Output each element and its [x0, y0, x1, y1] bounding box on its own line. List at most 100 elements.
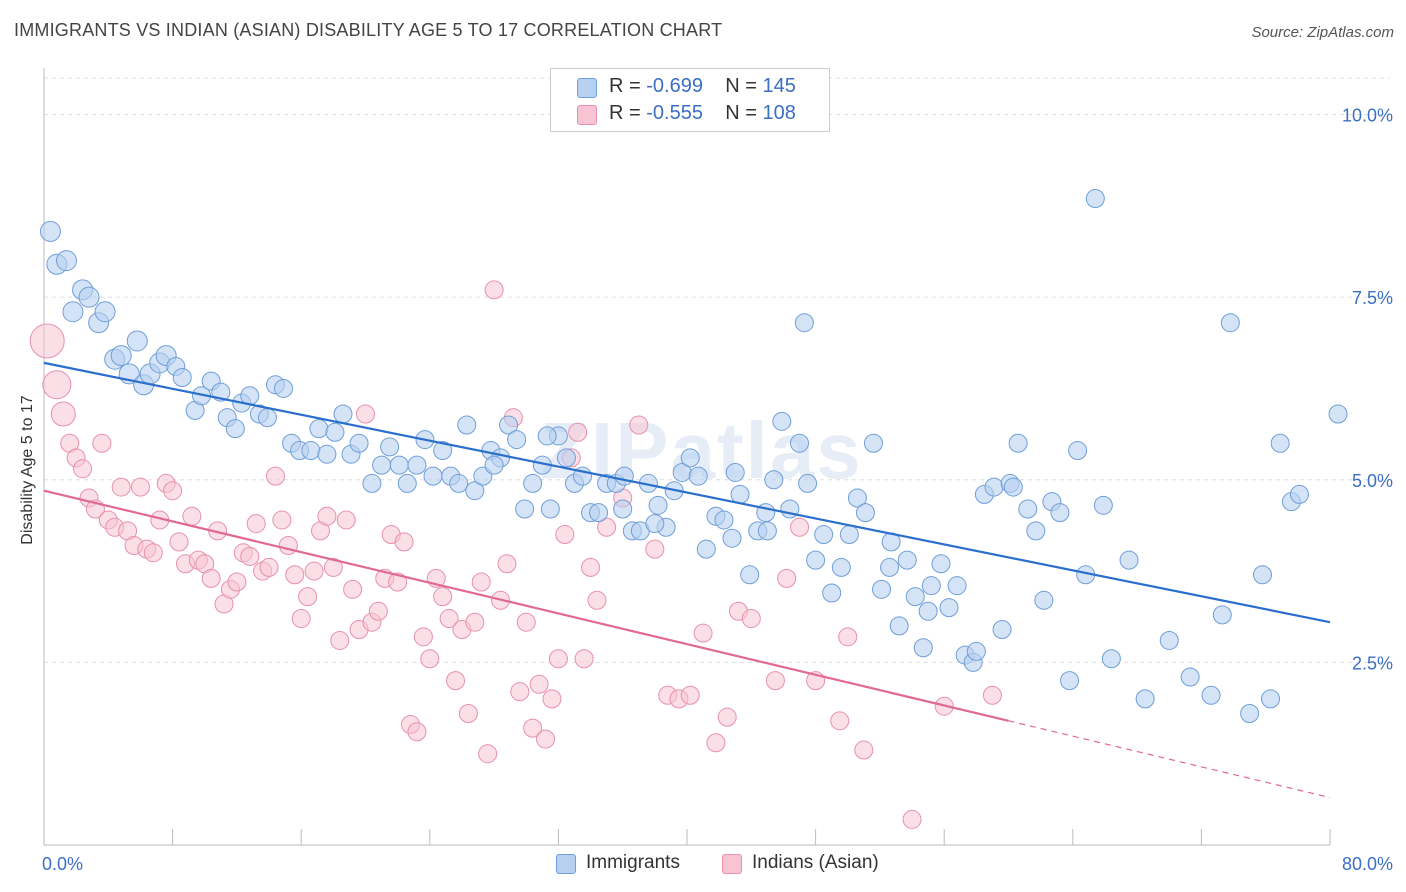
- indians-point: [777, 568, 797, 588]
- immigrants-point: [839, 525, 859, 545]
- indians-point: [542, 689, 562, 709]
- indians-point: [838, 627, 858, 647]
- immigrants-point: [484, 455, 504, 475]
- stats-legend: R = -0.699 N = 145 R = -0.555 N = 108: [550, 68, 830, 132]
- indians-point: [790, 517, 810, 537]
- indians-point: [42, 370, 72, 400]
- immigrants-point: [407, 455, 427, 475]
- indians-point: [484, 280, 504, 300]
- indians-legend-label: Indians (Asian): [752, 852, 879, 873]
- indians-point: [73, 459, 93, 479]
- immigrants-point: [1008, 433, 1028, 453]
- immigrants-point: [110, 345, 132, 367]
- indians-point: [304, 561, 324, 581]
- immigrants-point: [722, 528, 742, 548]
- immigrants-point: [645, 514, 665, 534]
- indians-point: [227, 572, 247, 592]
- immigrants-point: [1270, 433, 1290, 453]
- immigrants-points: [39, 189, 1348, 724]
- immigrants-point: [1328, 404, 1348, 424]
- indians-point: [336, 510, 356, 530]
- indians-point: [433, 587, 453, 607]
- immigrants-point: [589, 503, 609, 523]
- immigrants-point: [309, 419, 329, 439]
- immigrants-point: [515, 499, 535, 519]
- immigrants-point: [1018, 499, 1038, 519]
- y-tick-label: 10.0%: [1342, 106, 1393, 126]
- immigrants-point: [613, 499, 633, 519]
- immigrants-point: [465, 481, 485, 501]
- indians-point: [516, 612, 536, 632]
- indians-point: [446, 671, 466, 691]
- immigrants-point: [397, 473, 417, 493]
- immigrants-point: [822, 583, 842, 603]
- indians-point: [169, 532, 189, 552]
- indians-point: [259, 557, 279, 577]
- chart-title: IMMIGRANTS VS INDIAN (ASIAN) DISABILITY …: [14, 20, 723, 40]
- immigrants-point: [126, 330, 148, 352]
- immigrants-point: [1003, 477, 1023, 497]
- source-label: Source: ZipAtlas.com: [1251, 24, 1394, 41]
- immigrants-point: [798, 473, 818, 493]
- indians-point: [413, 627, 433, 647]
- indians-point: [50, 401, 76, 427]
- immigrants-point: [333, 404, 353, 424]
- indians-point: [478, 744, 498, 764]
- indians-point: [741, 609, 761, 629]
- immigrants-point: [648, 495, 668, 515]
- immigrants-point: [423, 466, 443, 486]
- immigrants-point: [301, 441, 321, 461]
- immigrants-point: [913, 638, 933, 658]
- indians-point: [706, 733, 726, 753]
- immigrants-point: [714, 510, 734, 530]
- immigrants-point: [257, 408, 277, 428]
- immigrants-point: [863, 433, 883, 453]
- immigrants-point: [725, 462, 745, 482]
- indians-point: [323, 557, 343, 577]
- indians-point: [458, 704, 478, 724]
- indians-swatch: [577, 105, 597, 125]
- immigrants-point: [1135, 689, 1155, 709]
- immigrants-point: [966, 641, 986, 661]
- immigrants-point: [433, 441, 453, 461]
- indians-point: [278, 536, 298, 556]
- indians-point: [555, 525, 575, 545]
- immigrants-point: [457, 415, 477, 435]
- immigrants-point: [790, 433, 810, 453]
- immigrants-point: [507, 430, 527, 450]
- immigrants-point: [889, 616, 909, 636]
- indians-point: [130, 477, 150, 497]
- immigrants-point: [39, 220, 61, 242]
- trend-lines: [43, 361, 1331, 799]
- immigrants-point: [931, 554, 951, 574]
- immigrants-swatch: [577, 78, 597, 98]
- indians-point: [587, 590, 607, 610]
- indians-point: [902, 809, 922, 829]
- immigrants-point: [1085, 189, 1105, 209]
- immigrants-point: [78, 286, 100, 308]
- indians-point: [394, 532, 414, 552]
- immigrants-point: [537, 426, 557, 446]
- immigrants-point: [794, 313, 814, 333]
- indians-point: [343, 579, 363, 599]
- immigrants-point: [349, 433, 369, 453]
- y-tick-label: 7.5%: [1352, 288, 1393, 308]
- immigrants-point: [918, 601, 938, 621]
- immigrants-point: [1050, 503, 1070, 523]
- immigrants-legend-swatch: [556, 854, 576, 874]
- indians-point: [693, 623, 713, 643]
- immigrants-point: [905, 587, 925, 607]
- indians-point: [548, 649, 568, 669]
- grid-lines: [44, 77, 1390, 663]
- indians-point: [680, 685, 700, 705]
- indians-trend-extension: [1008, 720, 1331, 799]
- immigrants-point: [992, 620, 1012, 640]
- indians-point: [182, 506, 202, 526]
- immigrants-point: [740, 565, 760, 585]
- immigrants-point: [855, 503, 875, 523]
- immigrants-point: [523, 473, 543, 493]
- immigrants-legend-label: Immigrants: [586, 852, 680, 873]
- r-label: R =: [609, 75, 647, 97]
- immigrants-point: [499, 415, 519, 435]
- tick-labels: 2.5% 5.0% 7.5% 10.0% 0.0% 80.0%: [42, 106, 1393, 874]
